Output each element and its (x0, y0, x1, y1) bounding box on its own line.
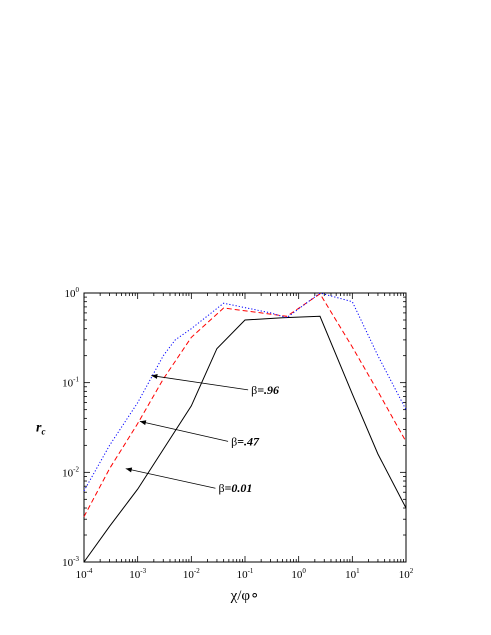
annotations: β=.96 β=.47 β=0.01 (125, 373, 279, 495)
y-tick-labels: 10-3 10-2 10-1 100 (62, 286, 79, 569)
annotation-label-0: β=.96 (251, 383, 279, 397)
y-tick-label: 10-2 (62, 465, 79, 479)
y-axis-label-main: r (36, 421, 42, 436)
x-tick-label: 10-3 (129, 567, 146, 581)
y-axis-label: rc (36, 421, 45, 437)
x-tick-label: 101 (345, 567, 360, 581)
x-tick-label: 10-1 (237, 567, 254, 581)
tick-marks (83, 292, 407, 563)
annotation-label-2: β=0.01 (218, 481, 252, 495)
annotation-arrowhead-1 (139, 420, 147, 426)
x-tick-label: 10-4 (76, 567, 93, 581)
y-tick-label: 10-3 (62, 555, 79, 569)
series-lines (83, 292, 407, 563)
x-tick-label: 100 (291, 567, 306, 581)
annotation-arrow-1 (139, 420, 229, 442)
plot-frame (83, 292, 407, 563)
x-tick-labels: 10-4 10-3 10-2 10-1 100 101 102 (76, 567, 414, 581)
x-tick-label: 10-2 (183, 567, 200, 581)
annotation-arrow-2 (125, 468, 216, 489)
annotation-arrow-0 (151, 375, 249, 391)
x-tick-label: 102 (399, 567, 414, 581)
series-line-2 (83, 292, 407, 492)
annotation-label-1: β=.47 (231, 434, 260, 448)
y-axis-label-subscript: c (41, 427, 45, 437)
annotation-arrowhead-2 (125, 467, 133, 473)
series-line-1 (83, 293, 407, 517)
series-line-0 (83, 315, 407, 563)
annotation-arrowhead-0 (151, 373, 158, 379)
y-tick-label: 10-1 (62, 376, 79, 390)
y-tick-label: 100 (65, 286, 80, 300)
x-axis-label: χ/φ∘ (230, 588, 260, 604)
